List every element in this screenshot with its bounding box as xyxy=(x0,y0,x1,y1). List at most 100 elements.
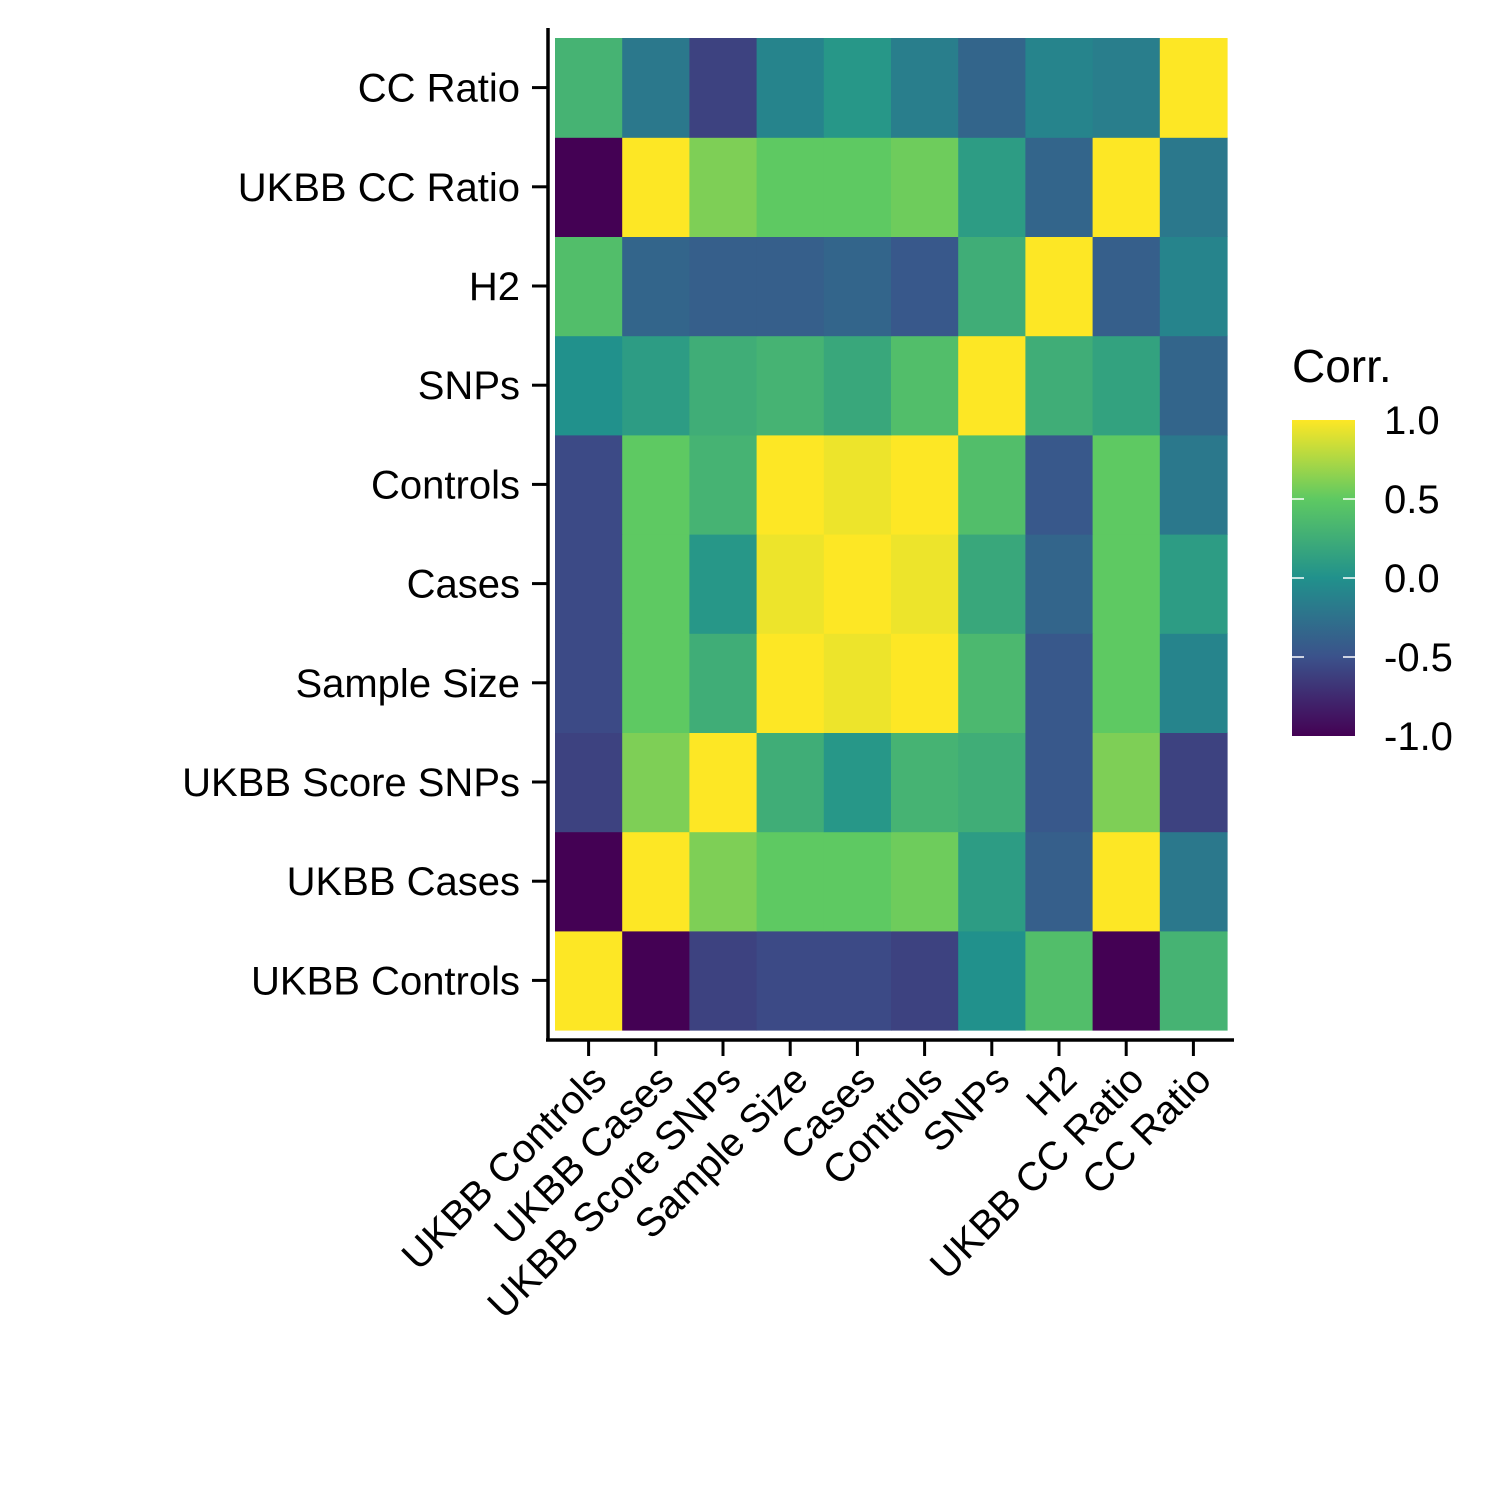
heatmap-cell xyxy=(823,633,892,733)
heatmap-cell xyxy=(689,236,758,337)
heatmap-cell xyxy=(555,534,623,634)
heatmap-cell xyxy=(891,38,959,138)
heatmap-cell xyxy=(891,137,959,237)
heatmap-cell xyxy=(958,534,1026,634)
heatmap-cell xyxy=(1092,831,1161,932)
heatmap-cell xyxy=(1025,434,1094,535)
heatmap-cell xyxy=(958,831,1026,932)
heatmap-cell xyxy=(1092,534,1161,634)
heatmap-cell xyxy=(1092,137,1161,237)
heatmap-cell xyxy=(622,236,690,337)
heatmap-cell xyxy=(555,831,623,932)
heatmap-cell xyxy=(689,434,758,535)
heatmap-cell xyxy=(689,38,758,138)
heatmap-cell xyxy=(823,335,892,436)
heatmap-cell xyxy=(1159,732,1228,833)
y-tick-label: UKBB Controls xyxy=(251,959,520,1003)
heatmap-cell xyxy=(1025,38,1094,138)
heatmap-cell xyxy=(756,633,825,733)
heatmap-cell xyxy=(1159,434,1228,535)
heatmap-cell xyxy=(622,930,690,1031)
heatmap-cell xyxy=(756,38,825,138)
colorbar-ticks: 1.0 0.5 0.0 -0.5 -1.0 xyxy=(1292,399,1453,759)
heatmap-cell xyxy=(689,335,758,436)
heatmap-cell xyxy=(622,137,690,237)
y-tick-label: UKBB Cases xyxy=(287,860,520,904)
heatmap-cell xyxy=(1092,335,1161,436)
heatmap-cell xyxy=(1092,236,1161,337)
heatmap-cell xyxy=(823,831,892,932)
heatmap-cell xyxy=(1159,633,1228,733)
heatmap-cell xyxy=(756,137,825,237)
heatmap-cell xyxy=(622,335,690,436)
heatmap-cell xyxy=(756,930,825,1031)
heatmap-cell xyxy=(1159,236,1228,337)
heatmap-cell xyxy=(958,732,1026,833)
heatmap-cell xyxy=(622,534,690,634)
heatmap-cell xyxy=(1025,930,1094,1031)
heatmap-cell xyxy=(1159,137,1228,237)
heatmap-cell xyxy=(958,38,1026,138)
heatmap-cell xyxy=(891,236,959,337)
heatmap-cell xyxy=(891,930,959,1031)
heatmap-cell xyxy=(689,137,758,237)
heatmap-cell xyxy=(1159,831,1228,932)
colorbar-tick-label: -0.5 xyxy=(1384,636,1453,680)
heatmap-cell xyxy=(1092,434,1161,535)
heatmap-cell xyxy=(891,434,959,535)
colorbar-tick-label: 0.0 xyxy=(1384,557,1440,601)
heatmap-cell xyxy=(1092,38,1161,138)
heatmap-cell xyxy=(891,732,959,833)
heatmap-cell xyxy=(1159,38,1228,138)
heatmap-cell xyxy=(756,434,825,535)
heatmap-cell xyxy=(1025,633,1094,733)
heatmap-cell xyxy=(622,633,690,733)
y-tick-label: Controls xyxy=(371,463,520,507)
heatmap-cells xyxy=(555,38,1228,1031)
heatmap-cell xyxy=(689,633,758,733)
heatmap-cell xyxy=(756,335,825,436)
heatmap-cell xyxy=(622,732,690,833)
y-tick-label: UKBB CC Ratio xyxy=(238,166,520,210)
y-tick-label: SNPs xyxy=(418,364,520,408)
heatmap-cell xyxy=(891,335,959,436)
heatmap-cell xyxy=(958,434,1026,535)
heatmap-cell xyxy=(891,534,959,634)
heatmap-cell xyxy=(1092,633,1161,733)
heatmap-cell xyxy=(555,930,623,1031)
heatmap-cell xyxy=(689,930,758,1031)
colorbar-tick-label: 1.0 xyxy=(1384,399,1440,443)
heatmap-cell xyxy=(823,732,892,833)
y-tick-label: CC Ratio xyxy=(358,67,520,111)
y-tick-label: UKBB Score SNPs xyxy=(182,761,520,805)
heatmap-cell xyxy=(1025,236,1094,337)
heatmap-cell xyxy=(1159,534,1228,634)
heatmap-cell xyxy=(555,434,623,535)
heatmap-cell xyxy=(958,930,1026,1031)
heatmap-cell xyxy=(823,930,892,1031)
heatmap-cell xyxy=(891,633,959,733)
heatmap-cell xyxy=(958,137,1026,237)
y-tick-label: Sample Size xyxy=(295,662,520,706)
heatmap-cell xyxy=(823,38,892,138)
heatmap-cell xyxy=(555,38,623,138)
heatmap-cell xyxy=(555,236,623,337)
axes xyxy=(532,28,1234,1056)
heatmap-cell xyxy=(823,434,892,535)
heatmap-cell xyxy=(1025,534,1094,634)
y-tick-label: Cases xyxy=(407,563,520,607)
y-tick-label: H2 xyxy=(469,265,520,309)
heatmap-cell xyxy=(891,831,959,932)
heatmap-cell xyxy=(555,633,623,733)
heatmap-cell xyxy=(823,137,892,237)
heatmap-cell xyxy=(622,434,690,535)
heatmap-cell xyxy=(1025,137,1094,237)
y-tick-labels: UKBB Controls UKBB Cases UKBB Score SNPs Sa… xyxy=(182,67,520,1004)
colorbar-tick-label: 0.5 xyxy=(1384,478,1440,522)
heatmap-cell xyxy=(823,534,892,634)
heatmap-cell xyxy=(689,831,758,932)
heatmap-cell xyxy=(1159,930,1228,1031)
heatmap-cell xyxy=(756,236,825,337)
